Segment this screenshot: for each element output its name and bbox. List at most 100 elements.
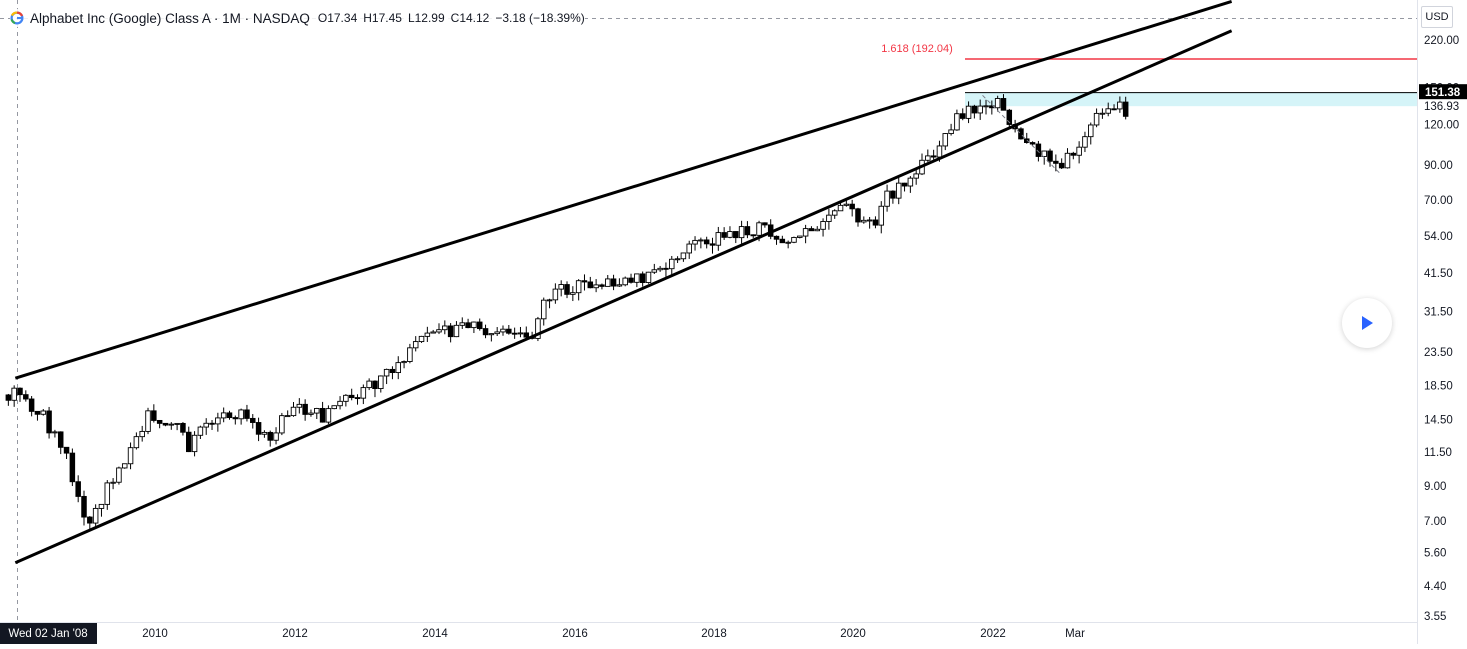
- price-badge: [1419, 84, 1467, 100]
- candle-up: [593, 284, 599, 289]
- candles-group: [5, 94, 1129, 531]
- candle-down: [1058, 162, 1065, 169]
- time-tick-label: 2014: [422, 628, 448, 640]
- candle-up: [197, 426, 204, 436]
- candle-down: [354, 397, 361, 400]
- candle-up: [866, 219, 873, 222]
- candle-up: [994, 98, 1001, 109]
- price-tick-label: 31.50: [1424, 306, 1453, 318]
- candle-up: [436, 329, 442, 333]
- replay-play-button[interactable]: [1342, 298, 1392, 348]
- candle-down: [511, 332, 518, 335]
- channel-upper-line: [14, 0, 1233, 380]
- candle-down: [476, 321, 483, 330]
- candle-up: [814, 228, 821, 232]
- candle-down: [762, 222, 768, 226]
- candle-down: [465, 322, 471, 329]
- crosshair-date-badge: [0, 623, 97, 644]
- price-tick-label: 3.55: [1424, 611, 1446, 623]
- candle-up: [797, 235, 803, 238]
- time-tick-label: 2022: [980, 628, 1006, 640]
- candle-down: [610, 278, 617, 287]
- candle-up: [110, 481, 116, 484]
- candle-down: [5, 394, 12, 401]
- candle-down: [34, 410, 41, 415]
- ohlc-open: O17.34: [317, 11, 358, 25]
- candle-up: [913, 173, 919, 179]
- candle-down: [587, 281, 594, 289]
- candle-up: [727, 231, 733, 238]
- currency-button[interactable]: USD: [1421, 6, 1453, 28]
- candle-down: [209, 422, 215, 425]
- candle-down: [744, 226, 751, 236]
- candle-down: [244, 409, 250, 419]
- price-tick-label: 54.00: [1424, 231, 1453, 243]
- time-tick-label: 2010: [142, 628, 168, 640]
- candle-up: [116, 467, 122, 483]
- time-tick-label: Mar: [1065, 628, 1085, 640]
- candle-up: [756, 222, 762, 236]
- candle-up: [11, 387, 17, 401]
- price-tick-label: 41.50: [1424, 268, 1453, 280]
- candle-down: [872, 219, 879, 226]
- candle-up: [383, 368, 390, 377]
- time-tick-label: 2016: [562, 628, 588, 640]
- candle-down: [703, 239, 710, 245]
- candle-down: [855, 208, 861, 223]
- candle-up: [284, 415, 291, 418]
- candle-up: [40, 410, 47, 415]
- candle-up: [203, 422, 209, 428]
- candle-down: [372, 380, 378, 390]
- candle-up: [401, 361, 407, 364]
- google-icon: [10, 11, 24, 25]
- candle-up: [331, 405, 337, 410]
- price-tick-label: 18.50: [1424, 381, 1453, 393]
- candle-down: [1029, 142, 1036, 145]
- symbol-title[interactable]: Alphabet Inc (Google) Class A · 1M · NAS…: [30, 10, 310, 26]
- candle-up: [570, 292, 576, 295]
- candle-up: [861, 219, 867, 223]
- candle-up: [133, 436, 140, 449]
- candle-down: [506, 328, 512, 334]
- candle-up: [261, 431, 268, 435]
- candle-up: [535, 318, 541, 339]
- price-tick-label: 70.00: [1424, 195, 1453, 207]
- channel-lower-line: [14, 29, 1233, 565]
- candle-up: [674, 258, 681, 261]
- candle-down: [564, 284, 570, 295]
- candle-down: [721, 232, 727, 238]
- candle-up: [1041, 150, 1047, 157]
- candle-up: [1099, 112, 1106, 115]
- candle-up: [494, 331, 500, 335]
- candle-up: [92, 507, 99, 524]
- candle-up: [878, 205, 885, 226]
- candle-up: [168, 423, 175, 426]
- candle-down: [808, 228, 815, 232]
- candle-up: [936, 145, 943, 158]
- price-tick-label: 7.00: [1424, 516, 1446, 528]
- candle-up: [843, 203, 850, 206]
- candle-up: [127, 447, 134, 465]
- candle-up: [540, 299, 547, 320]
- candle-down: [267, 431, 273, 441]
- candle-down: [348, 394, 355, 399]
- candle-up: [895, 182, 902, 199]
- candle-up: [238, 409, 244, 420]
- candle-down: [156, 419, 163, 424]
- candle-up: [424, 332, 431, 337]
- candle-down: [890, 190, 896, 199]
- candle-down: [63, 446, 70, 454]
- candle-up: [290, 406, 297, 417]
- candle-up: [884, 190, 890, 207]
- price-tick-label: 9.00: [1424, 481, 1446, 493]
- candle-down: [930, 155, 937, 158]
- candle-down: [733, 231, 739, 239]
- candle-down: [1024, 138, 1030, 143]
- candle-up: [52, 431, 58, 434]
- candle-down: [1122, 101, 1129, 117]
- candle-up: [826, 214, 832, 222]
- candle-up: [453, 324, 460, 338]
- candle-down: [75, 481, 81, 497]
